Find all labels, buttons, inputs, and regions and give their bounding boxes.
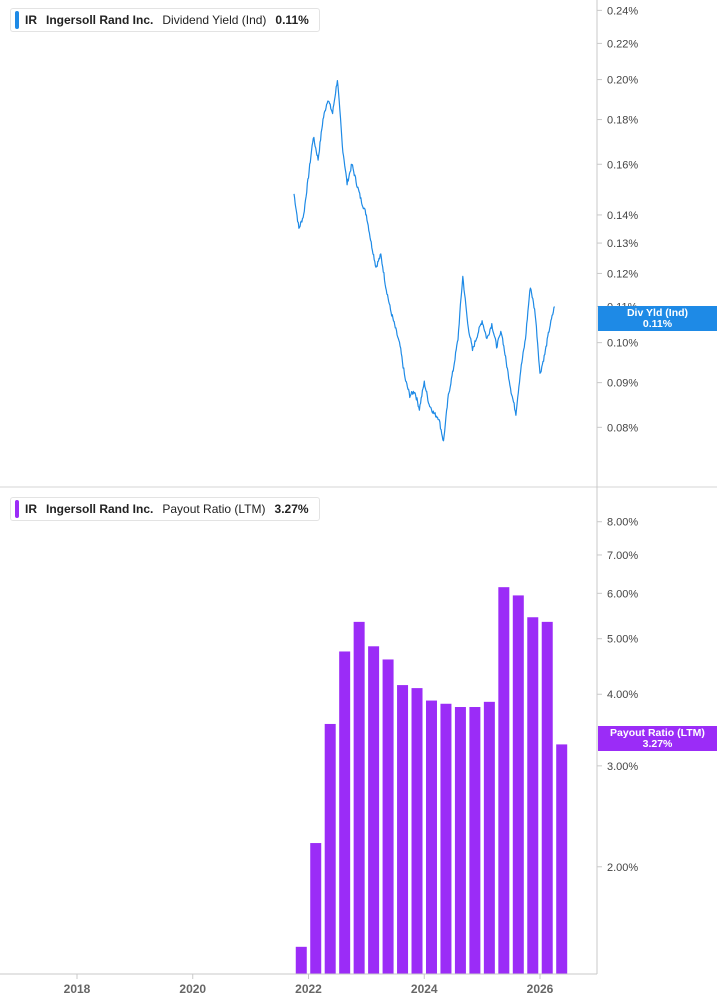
payout-bar <box>397 685 409 974</box>
x-axis-ticks: 2018 2020 2022 2024 2026 <box>64 974 554 996</box>
payout-legend-metric: Payout Ratio (LTM) <box>162 502 266 516</box>
yield-tick-label: 0.09% <box>607 378 638 390</box>
payout-bar <box>469 707 481 974</box>
payout-bar <box>556 744 568 974</box>
yield-tick-label: 0.14% <box>607 210 638 222</box>
yield-tick-label: 0.22% <box>607 38 638 50</box>
yield-tick-label: 0.24% <box>607 5 638 17</box>
x-tick-label: 2022 <box>295 982 322 996</box>
yield-legend-swatch <box>15 11 19 29</box>
payout-tick-label: 7.00% <box>607 550 638 562</box>
payout-bar <box>425 700 437 974</box>
payout-legend-ticker: IR <box>25 502 37 516</box>
payout-legend-value: 3.27% <box>274 502 309 516</box>
yield-line-group <box>293 80 556 442</box>
x-tick-label: 2020 <box>179 982 206 996</box>
yield-legend-ticker: IR <box>25 13 37 27</box>
yield-legend-metric: Dividend Yield (Ind) <box>162 13 267 27</box>
x-tick-label: 2018 <box>64 982 91 996</box>
payout-bar <box>295 946 307 974</box>
payout-legend[interactable]: IR Ingersoll Rand Inc. Payout Ratio (LTM… <box>10 497 320 521</box>
payout-bar <box>454 707 466 974</box>
yield-tag-value: 0.11% <box>642 318 673 330</box>
payout-bar <box>411 688 423 974</box>
yield-legend-value: 0.11% <box>275 13 309 27</box>
payout-tick-label: 5.00% <box>607 634 638 646</box>
yield-tick-label: 0.10% <box>607 338 638 350</box>
payout-tag-value: 3.27% <box>642 738 673 750</box>
payout-tag-label: Payout Ratio (LTM) <box>610 727 705 739</box>
yield-tick-label: 0.20% <box>607 75 638 87</box>
payout-bar <box>483 701 495 974</box>
payout-tick-label: 3.00% <box>607 761 638 773</box>
yield-tick-label: 0.18% <box>607 115 638 127</box>
payout-bars <box>295 587 568 974</box>
yield-tick-label: 0.13% <box>607 238 638 250</box>
payout-bar <box>339 651 351 974</box>
payout-axis-ticks: 8.00% 7.00% 6.00% 5.00% 4.00% 3.00% 2.00% <box>597 517 638 874</box>
payout-bar <box>353 621 365 974</box>
payout-bar <box>512 595 524 974</box>
payout-bar <box>382 659 394 974</box>
payout-bar <box>310 843 322 974</box>
x-tick-label: 2024 <box>411 982 438 996</box>
yield-tick-label: 0.12% <box>607 268 638 280</box>
yield-tick-label: 0.16% <box>607 159 638 171</box>
payout-bar <box>324 723 336 974</box>
yield-legend[interactable]: IR Ingersoll Rand Inc. Dividend Yield (I… <box>10 8 320 32</box>
payout-tick-label: 2.00% <box>607 862 638 874</box>
yield-tick-label: 0.08% <box>607 422 638 434</box>
yield-axis-ticks: 0.24% 0.22% 0.20% 0.18% 0.16% 0.14% 0.13% 0.12%… <box>597 5 638 434</box>
payout-bar <box>527 617 539 974</box>
yield-line <box>293 80 556 442</box>
payout-tick-label: 4.00% <box>607 689 638 701</box>
payout-bar <box>368 646 380 974</box>
payout-legend-company: Ingersoll Rand Inc. <box>46 502 154 516</box>
payout-bar <box>498 587 510 974</box>
payout-bar <box>541 621 553 974</box>
yield-tag-label: Div Yld (Ind) <box>626 307 689 319</box>
yield-legend-company: Ingersoll Rand Inc. <box>46 13 154 27</box>
payout-tick-label: 6.00% <box>607 588 638 600</box>
payout-tick-label: 8.00% <box>607 517 638 529</box>
payout-value-tag: Payout Ratio (LTM) 3.27% <box>598 726 717 751</box>
yield-value-tag: Div Yld (Ind) 0.11% <box>598 306 717 331</box>
payout-bar <box>440 703 452 974</box>
payout-legend-swatch <box>15 500 19 518</box>
x-tick-label: 2026 <box>527 982 554 996</box>
